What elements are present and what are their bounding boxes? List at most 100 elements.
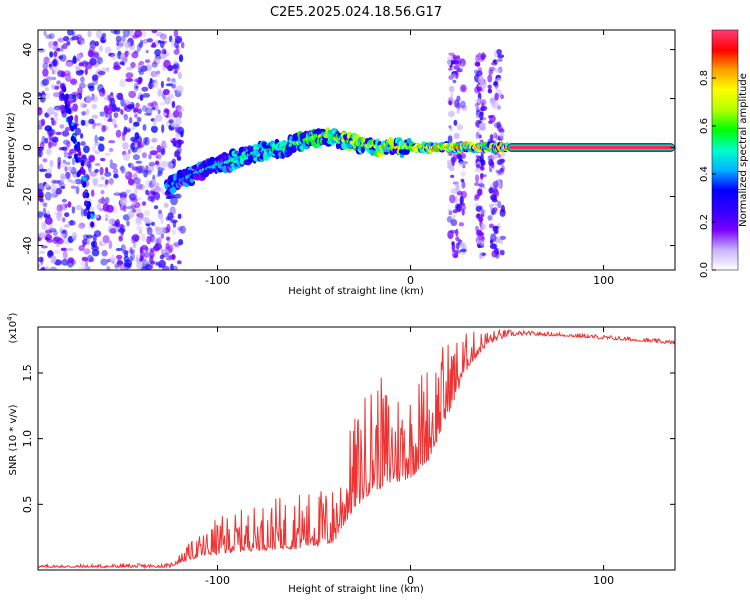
noise-speckle (105, 167, 109, 174)
streak-blob (70, 125, 75, 132)
noise-speckle (488, 223, 495, 229)
noise-speckle (96, 183, 105, 188)
noise-speckle (45, 168, 53, 174)
noise-speckle (41, 94, 46, 98)
noise-speckle (167, 161, 174, 170)
ridge-blob (335, 142, 341, 150)
noise-speckle (131, 166, 139, 171)
noise-speckle (38, 107, 43, 116)
noise-speckle (172, 265, 178, 270)
noise-speckle (141, 86, 149, 92)
noise-speckle (110, 97, 116, 106)
noise-speckle (128, 117, 133, 124)
noise-speckle (72, 56, 78, 65)
noise-speckle (128, 163, 132, 168)
noise-speckle (480, 99, 487, 106)
noise-speckle (460, 100, 466, 109)
noise-speckle (52, 139, 58, 147)
noise-speckle (118, 235, 123, 242)
noise-speckle (142, 93, 151, 98)
noise-speckle (38, 250, 46, 254)
noise-speckle (160, 148, 166, 156)
noise-speckle (135, 165, 143, 174)
noise-speckle (125, 72, 134, 79)
noise-speckle (448, 67, 453, 71)
noise-speckle (152, 245, 160, 252)
noise-speckle (63, 224, 71, 228)
noise-speckle (104, 213, 109, 219)
noise-speckle (66, 40, 71, 46)
noise-speckle (74, 114, 79, 124)
noise-speckle (44, 87, 49, 92)
noise-speckle (76, 92, 83, 100)
noise-speckle (71, 206, 76, 214)
noise-speckle (126, 104, 135, 109)
noise-speckle (150, 125, 158, 133)
noise-speckle (115, 219, 121, 228)
noise-speckle (480, 174, 488, 178)
noise-speckle (110, 30, 119, 34)
noise-speckle (52, 59, 58, 67)
noise-speckle (474, 107, 482, 111)
noise-speckle (53, 249, 61, 255)
noise-speckle (49, 266, 57, 270)
noise-speckle (49, 141, 54, 149)
noise-speckle (100, 176, 105, 181)
noise-speckle (98, 136, 105, 142)
noise-speckle (450, 174, 455, 178)
noise-speckle (143, 38, 149, 44)
noise-speckle (124, 172, 129, 177)
noise-speckle (474, 102, 479, 108)
noise-speckle (496, 159, 503, 166)
noise-speckle (130, 61, 136, 69)
noise-speckle (175, 85, 184, 94)
noise-speckle (132, 125, 136, 131)
noise-speckle (476, 213, 480, 218)
noise-speckle (124, 250, 129, 258)
noise-speckle (91, 103, 98, 110)
spectrogram-ticks: -100 0 100 -40 -20 0 20 40 (21, 30, 675, 287)
noise-speckle (108, 52, 116, 57)
noise-speckle (449, 194, 456, 204)
noise-speckle (176, 260, 182, 265)
noise-speckle (180, 41, 185, 49)
noise-speckle (156, 144, 162, 153)
noise-speckle (116, 254, 123, 260)
noise-speckle (42, 207, 47, 216)
noise-speckle (491, 155, 498, 160)
noise-speckle (153, 182, 160, 187)
noise-speckle (85, 109, 90, 115)
noise-speckle (488, 69, 494, 75)
noise-speckle (45, 236, 50, 241)
x-tick-label: -100 (205, 274, 230, 287)
noise-speckle (135, 160, 143, 164)
noise-speckle (487, 88, 493, 94)
noise-speckle (115, 247, 123, 252)
noise-speckle (459, 58, 466, 67)
noise-speckle (474, 167, 482, 173)
noise-speckle (47, 250, 54, 257)
noise-speckle (48, 63, 52, 68)
noise-speckle (104, 171, 112, 177)
noise-speckle (170, 219, 178, 224)
noise-speckle (160, 160, 169, 168)
noise-speckle (72, 103, 78, 112)
streak-blob (75, 145, 80, 152)
noise-speckle (499, 249, 505, 256)
noise-speckle (81, 119, 86, 126)
noise-speckle (146, 38, 153, 43)
noise-speckle (128, 162, 134, 169)
noise-speckle (123, 266, 128, 270)
noise-speckle (476, 99, 481, 103)
noise-speckle (170, 140, 179, 144)
noise-speckle (71, 231, 78, 241)
noise-speckle (134, 30, 143, 38)
noise-speckle (489, 134, 494, 141)
noise-speckle (44, 92, 50, 100)
colorbar-tick-label: 0.4 (699, 166, 710, 182)
noise-speckle (493, 50, 498, 58)
noise-speckle (156, 70, 161, 75)
noise-speckle (165, 195, 172, 200)
noise-speckle (122, 30, 130, 38)
noise-speckle (479, 122, 486, 127)
